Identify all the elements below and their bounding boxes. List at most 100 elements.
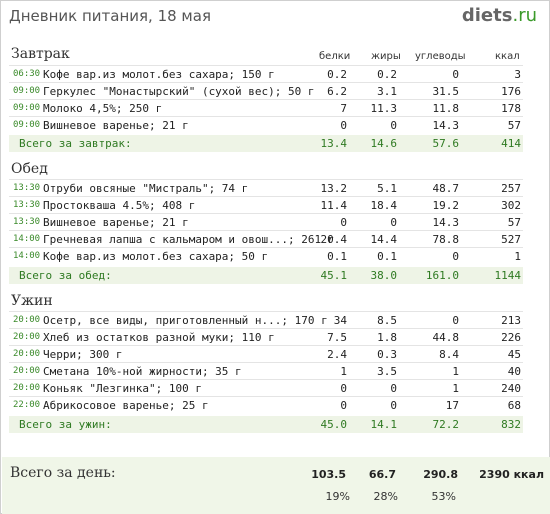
food-time: 20:00 — [13, 332, 41, 342]
total-fat: 38.0 — [370, 269, 398, 282]
day-total-kcal: 2390 ккал — [479, 468, 544, 481]
column-header-protein: белки — [319, 51, 351, 62]
food-row[interactable]: 09:00 Вишневое варенье; 21 г 0 0 14.3 57 — [9, 116, 523, 133]
food-kcal: 1 — [514, 250, 521, 263]
food-time: 09:00 — [13, 103, 41, 113]
food-carbs: 0 — [452, 314, 459, 327]
food-name: Абрикосовое варенье; 25 г — [43, 399, 209, 412]
food-time: 14:00 — [13, 234, 41, 244]
food-row[interactable]: 20:00 Черри; 300 г 2.4 0.3 8.4 45 — [9, 345, 523, 362]
day-total-fat: 66.7 — [368, 468, 396, 481]
food-fat: 0 — [390, 382, 397, 395]
day-protein-percent: 19% — [325, 490, 350, 503]
food-kcal: 240 — [501, 382, 521, 395]
food-fat: 1.8 — [377, 331, 397, 344]
header: Дневник питания, 18 мая diets.ru — [1, 1, 549, 35]
food-protein: 11.4 — [320, 199, 348, 212]
food-row[interactable]: 09:00 Молоко 4,5%; 250 г 7 11.3 11.8 178 — [9, 99, 523, 116]
food-carbs: 19.2 — [432, 199, 460, 212]
food-row[interactable]: 13:30 Вишневое варенье; 21 г 0 0 14.3 57 — [9, 213, 523, 230]
food-fat: 0.1 — [377, 250, 397, 263]
food-carbs: 48.7 — [432, 182, 460, 195]
food-kcal: 226 — [501, 331, 521, 344]
food-kcal: 3 — [514, 68, 521, 81]
page-title: Дневник питания, 18 мая — [9, 7, 211, 25]
food-kcal: 68 — [507, 399, 521, 412]
food-kcal: 57 — [507, 216, 521, 229]
food-row[interactable]: 20:00 Коньяк "Лезгинка"; 100 г 0 0 1 240 — [9, 379, 523, 396]
food-fat: 0.2 — [377, 68, 397, 81]
food-row[interactable]: 14:00 Кофе вар.из молот.без сахара; 50 г… — [9, 247, 523, 264]
food-row[interactable]: 20:00 Осетр, все виды, приготовленный н.… — [9, 311, 523, 328]
total-fat: 14.6 — [370, 137, 398, 150]
section-total-dinner: Всего за ужин: 45.0 14.1 72.2 832 — [9, 416, 523, 433]
column-header-kcal: ккал — [495, 51, 520, 62]
food-fat: 0.3 — [377, 348, 397, 361]
food-protein: 6.2 — [327, 85, 347, 98]
food-row[interactable]: 20:00 Хлеб из остатков разной муки; 110 … — [9, 328, 523, 345]
food-fat: 3.5 — [377, 365, 397, 378]
food-row[interactable]: 13:30 Простокваша 4.5%; 408 г 11.4 18.4 … — [9, 196, 523, 213]
food-row[interactable]: 09:00 Геркулес "Монастырский" (сухой вес… — [9, 82, 523, 99]
food-carbs: 0 — [452, 68, 459, 81]
food-name: Простокваша 4.5%; 408 г — [43, 199, 196, 212]
food-kcal: 40 — [507, 365, 521, 378]
food-carbs: 44.8 — [432, 331, 460, 344]
food-name: Хлеб из остатков разной муки; 110 г — [43, 331, 275, 344]
food-name: Отруби овсяные "Мистраль"; 74 г — [43, 182, 249, 195]
food-name: Гречневая лапша с кальмаром и овош...; 2… — [43, 233, 335, 246]
food-protein: 0 — [340, 216, 347, 229]
food-fat: 0 — [390, 119, 397, 132]
food-row[interactable]: 06:30 Кофе вар.из молот.без сахара; 150 … — [9, 65, 523, 82]
food-protein: 34 — [333, 314, 347, 327]
total-protein: 45.0 — [320, 418, 348, 431]
food-time: 13:30 — [13, 217, 41, 227]
food-name: Черри; 300 г — [43, 348, 123, 361]
food-name: Вишневое варенье; 21 г — [43, 216, 189, 229]
food-row[interactable]: 20:00 Сметана 10%-ной жирности; 35 г 1 3… — [9, 362, 523, 379]
total-kcal: 832 — [501, 418, 521, 431]
day-total: Всего за день: 103.5 66.7 290.8 2390 кка… — [2, 457, 550, 514]
food-protein: 13.2 — [320, 182, 348, 195]
day-total-carbs: 290.8 — [423, 468, 458, 481]
column-header-fat: жиры — [371, 51, 401, 62]
food-time: 13:30 — [13, 183, 41, 193]
day-fat-percent: 28% — [373, 490, 398, 503]
food-fat: 5.1 — [377, 182, 397, 195]
food-kcal: 57 — [507, 119, 521, 132]
food-time: 13:30 — [13, 200, 41, 210]
food-carbs: 14.3 — [432, 119, 460, 132]
section-total-lunch: Всего за обед: 45.1 38.0 161.0 1144 — [9, 267, 523, 284]
food-time: 22:00 — [13, 400, 41, 410]
food-protein: 20.4 — [320, 233, 348, 246]
logo[interactable]: diets.ru — [462, 5, 537, 26]
food-time: 09:00 — [13, 120, 41, 130]
food-kcal: 527 — [501, 233, 521, 246]
food-time: 20:00 — [13, 383, 41, 393]
total-label: Всего за ужин: — [19, 418, 112, 431]
day-total-protein: 103.5 — [311, 468, 346, 481]
food-fat: 0 — [390, 399, 397, 412]
total-kcal: 414 — [501, 137, 521, 150]
food-name: Геркулес "Монастырский" (сухой вес); 50 … — [43, 85, 315, 98]
food-carbs: 1 — [452, 365, 459, 378]
food-row[interactable]: 22:00 Абрикосовое варенье; 25 г 0 0 17 6… — [9, 396, 523, 413]
logo-main: diets — [461, 5, 513, 26]
food-carbs: 14.3 — [432, 216, 460, 229]
food-protein: 7 — [340, 102, 347, 115]
food-fat: 8.5 — [377, 314, 397, 327]
section-title-dinner: Ужин — [11, 293, 53, 309]
total-protein: 45.1 — [320, 269, 348, 282]
food-fat: 11.3 — [370, 102, 398, 115]
food-protein: 0.2 — [327, 68, 347, 81]
food-kcal: 213 — [501, 314, 521, 327]
food-protein: 0 — [340, 399, 347, 412]
section-title-breakfast: Завтрак — [11, 46, 70, 62]
food-name: Коньяк "Лезгинка"; 100 г — [43, 382, 202, 395]
food-protein: 1 — [340, 365, 347, 378]
food-time: 14:00 — [13, 251, 41, 261]
food-row[interactable]: 14:00 Гречневая лапша с кальмаром и овош… — [9, 230, 523, 247]
food-row[interactable]: 13:30 Отруби овсяные "Мистраль"; 74 г 13… — [9, 179, 523, 196]
food-name: Сметана 10%-ной жирности; 35 г — [43, 365, 242, 378]
